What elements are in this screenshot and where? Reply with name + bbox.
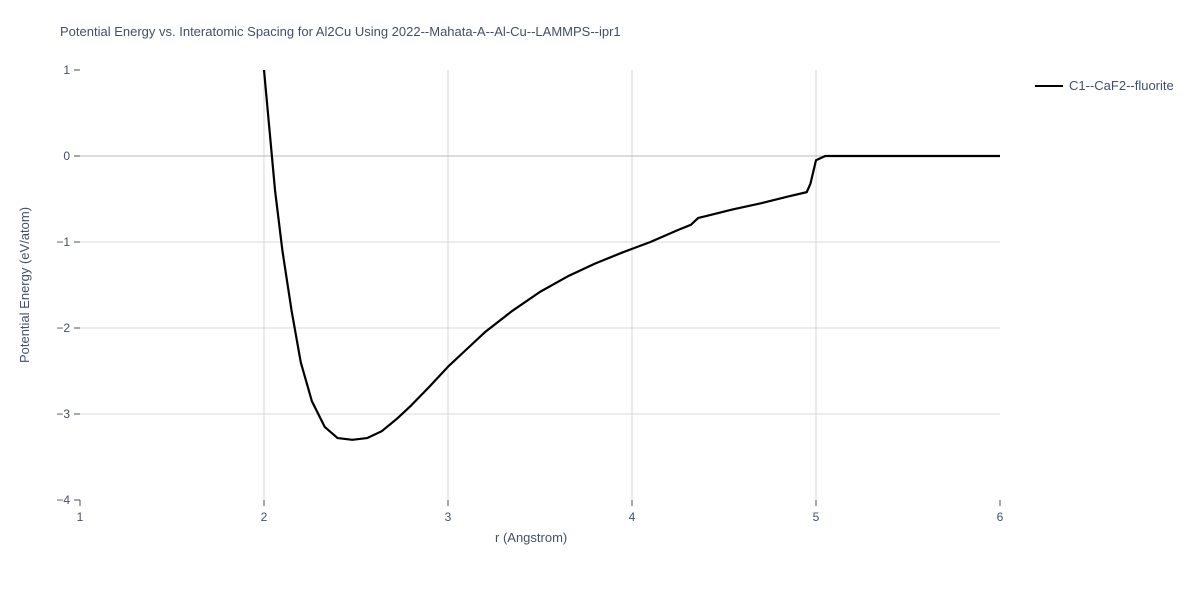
x-tick-label: 5 — [796, 510, 836, 524]
plot-area — [80, 70, 1000, 500]
chart-root: Potential Energy vs. Interatomic Spacing… — [0, 0, 1200, 600]
legend-series-label: C1--CaF2--fluorite — [1069, 78, 1174, 93]
legend: C1--CaF2--fluorite — [1035, 78, 1174, 93]
y-tick-label: −1 — [56, 235, 70, 249]
y-tick-label: 0 — [63, 149, 70, 163]
y-axis-label: Potential Energy (eV/atom) — [17, 207, 32, 363]
x-tick-label: 4 — [612, 510, 652, 524]
x-tick-label: 3 — [428, 510, 468, 524]
y-tick-label: −3 — [56, 407, 70, 421]
chart-title: Potential Energy vs. Interatomic Spacing… — [60, 24, 621, 39]
y-tick-label: 1 — [63, 63, 70, 77]
x-axis-label: r (Angstrom) — [495, 530, 567, 545]
y-tick-label: −4 — [56, 493, 70, 507]
y-tick-label: −2 — [56, 321, 70, 335]
x-tick-label: 6 — [980, 510, 1020, 524]
legend-swatch — [1035, 85, 1063, 87]
x-tick-label: 2 — [244, 510, 284, 524]
x-tick-label: 1 — [60, 510, 100, 524]
